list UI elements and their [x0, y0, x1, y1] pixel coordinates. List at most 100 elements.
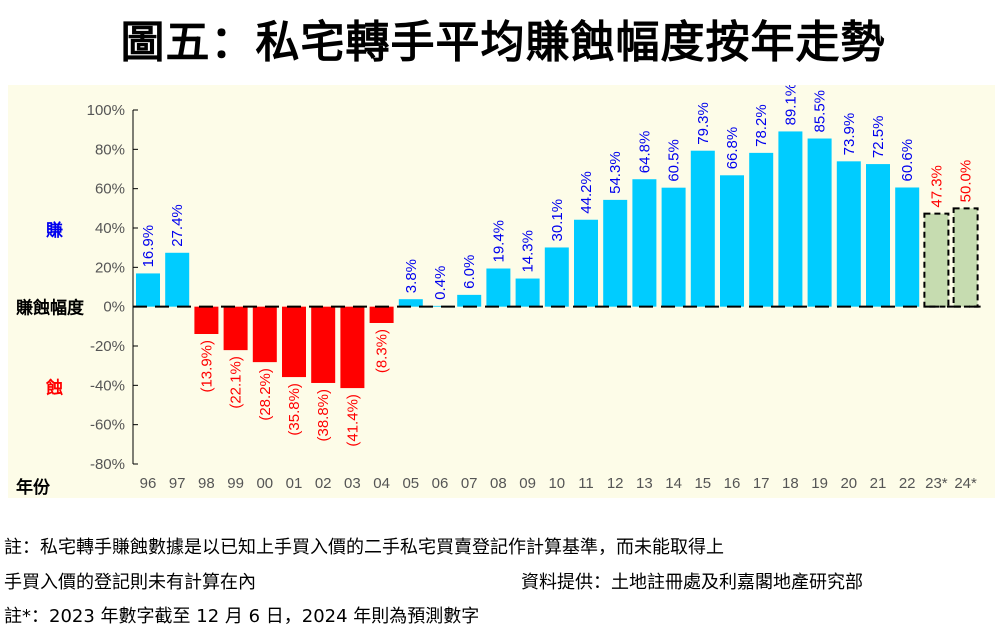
- data-label: (35.8%): [286, 383, 303, 436]
- footnote-line1: 註：私宅轉手賺蝕數據是以已知上手買入價的二手私宅買賣登記作計算基準，而未能取得上: [4, 537, 724, 558]
- data-label: 73.9%: [841, 113, 858, 156]
- data-label: (13.9%): [198, 340, 215, 393]
- bar-16: [720, 175, 744, 307]
- x-tick-label: 12: [607, 475, 624, 492]
- x-tick-label: 99: [227, 475, 244, 492]
- data-label: 60.5%: [666, 139, 683, 182]
- data-label: 50.0%: [958, 160, 975, 203]
- y-tick-label: -60%: [90, 417, 125, 434]
- data-label: (8.3%): [374, 329, 391, 373]
- data-label: 79.3%: [695, 102, 712, 145]
- x-tick-label: 19: [811, 475, 828, 492]
- data-label: 78.2%: [753, 104, 770, 147]
- bar-18: [778, 131, 803, 307]
- data-label: 64.8%: [636, 131, 653, 174]
- bar-19: [807, 138, 832, 307]
- data-label: 85.5%: [812, 90, 829, 133]
- x-tick-label: 17: [753, 475, 770, 492]
- source-note: 資料提供：土地註冊處及利嘉閣地產研究部: [521, 572, 863, 593]
- data-label: 60.6%: [899, 139, 916, 182]
- bar-99: [223, 306, 248, 351]
- data-label: 27.4%: [169, 204, 186, 247]
- bar-10: [544, 247, 569, 307]
- bar-98: [194, 306, 219, 335]
- x-tick-label: 04: [373, 475, 390, 492]
- data-label: 14.3%: [520, 230, 537, 273]
- chart-title: 圖五：私宅轉手平均賺蝕幅度按年走勢: [120, 17, 886, 68]
- x-tick-label: 22: [899, 475, 916, 492]
- bar-11: [574, 219, 598, 307]
- x-tick-label: 09: [519, 475, 536, 492]
- x-tick-label: 21: [870, 475, 887, 492]
- data-label: 72.5%: [870, 116, 887, 159]
- bar-07: [457, 294, 482, 307]
- data-label: 47.3%: [928, 165, 945, 208]
- data-label: 44.2%: [578, 171, 595, 214]
- bar-06: [428, 305, 452, 307]
- chart-panel: 100% 80% 60% 40% 20% 0% -20% -40% -60% -80% 16.9% 9…: [8, 85, 995, 498]
- bar-23*: [923, 212, 950, 308]
- bar-20: [836, 161, 861, 307]
- x-tick-label: 10: [548, 475, 565, 492]
- data-label: (41.4%): [344, 394, 361, 447]
- footnote-line3: 註*：2023 年數字截至 12 月 6 日，2024 年則為預測數字: [4, 606, 480, 627]
- bar-04: [369, 306, 394, 323]
- footnote-line2: 手買入價的登記則未有計算在內: [4, 572, 256, 593]
- x-tick-label: 06: [432, 475, 449, 492]
- bar-96: [136, 273, 160, 307]
- bar-chart: 100% 80% 60% 40% 20% 0% -20% -40% -60% -80% 16.9% 9…: [16, 85, 981, 498]
- gain-label: 賺: [46, 220, 63, 241]
- bar-01: [282, 306, 306, 378]
- bar-02: [311, 306, 336, 383]
- loss-label: 蝕: [45, 377, 63, 398]
- data-label: (38.8%): [315, 389, 332, 442]
- bar-22: [895, 187, 920, 307]
- y-tick-label: 40%: [95, 220, 125, 237]
- x-tick-label: 18: [782, 475, 799, 492]
- bar-24*: [952, 207, 979, 308]
- bar-03: [340, 306, 365, 389]
- bar-97: [165, 252, 190, 307]
- data-label: 3.8%: [403, 259, 420, 293]
- y-axis-title: 賺蝕幅度: [16, 298, 85, 319]
- x-tick-label: 97: [169, 475, 186, 492]
- bar-00: [252, 306, 277, 363]
- x-tick-label: 01: [286, 475, 303, 492]
- x-tick-label: 00: [256, 475, 273, 492]
- data-label: (28.2%): [257, 368, 274, 421]
- data-label: 0.4%: [432, 266, 449, 300]
- data-label: 16.9%: [140, 225, 157, 268]
- data-label: 54.3%: [607, 151, 624, 194]
- x-tick-label: 98: [198, 475, 215, 492]
- y-tick-label: -40%: [90, 377, 125, 394]
- data-label: 30.1%: [549, 199, 566, 242]
- x-tick-label: 03: [344, 475, 361, 492]
- data-label: 19.4%: [490, 220, 507, 263]
- bar-21: [866, 164, 890, 307]
- y-tick-label: -80%: [90, 456, 125, 473]
- bar-08: [486, 268, 511, 307]
- x-tick-label: 15: [694, 475, 711, 492]
- data-label: 66.8%: [724, 127, 741, 170]
- y-tick-label: 0%: [103, 299, 125, 316]
- bar-15: [690, 150, 715, 307]
- x-tick-label: 11: [578, 475, 594, 492]
- bar-05: [398, 299, 423, 307]
- bar-13: [632, 179, 657, 307]
- bar-09: [515, 278, 540, 307]
- y-tick-label: 80%: [95, 141, 125, 158]
- x-tick-label: 20: [840, 475, 857, 492]
- bar-14: [661, 187, 686, 307]
- x-tick-label: 13: [636, 475, 653, 492]
- data-label: (22.1%): [228, 356, 245, 409]
- y-tick-label: -20%: [90, 338, 125, 355]
- bar-17: [749, 152, 774, 307]
- data-label: 89.1%: [782, 85, 799, 125]
- x-tick-label: 96: [140, 475, 157, 492]
- data-label: 6.0%: [461, 255, 478, 289]
- x-tick-label: 02: [315, 475, 332, 492]
- x-tick-label: 07: [461, 475, 478, 492]
- x-tick-label: 23*: [925, 475, 948, 492]
- x-tick-label: 16: [724, 475, 741, 492]
- x-tick-label: 14: [665, 475, 682, 492]
